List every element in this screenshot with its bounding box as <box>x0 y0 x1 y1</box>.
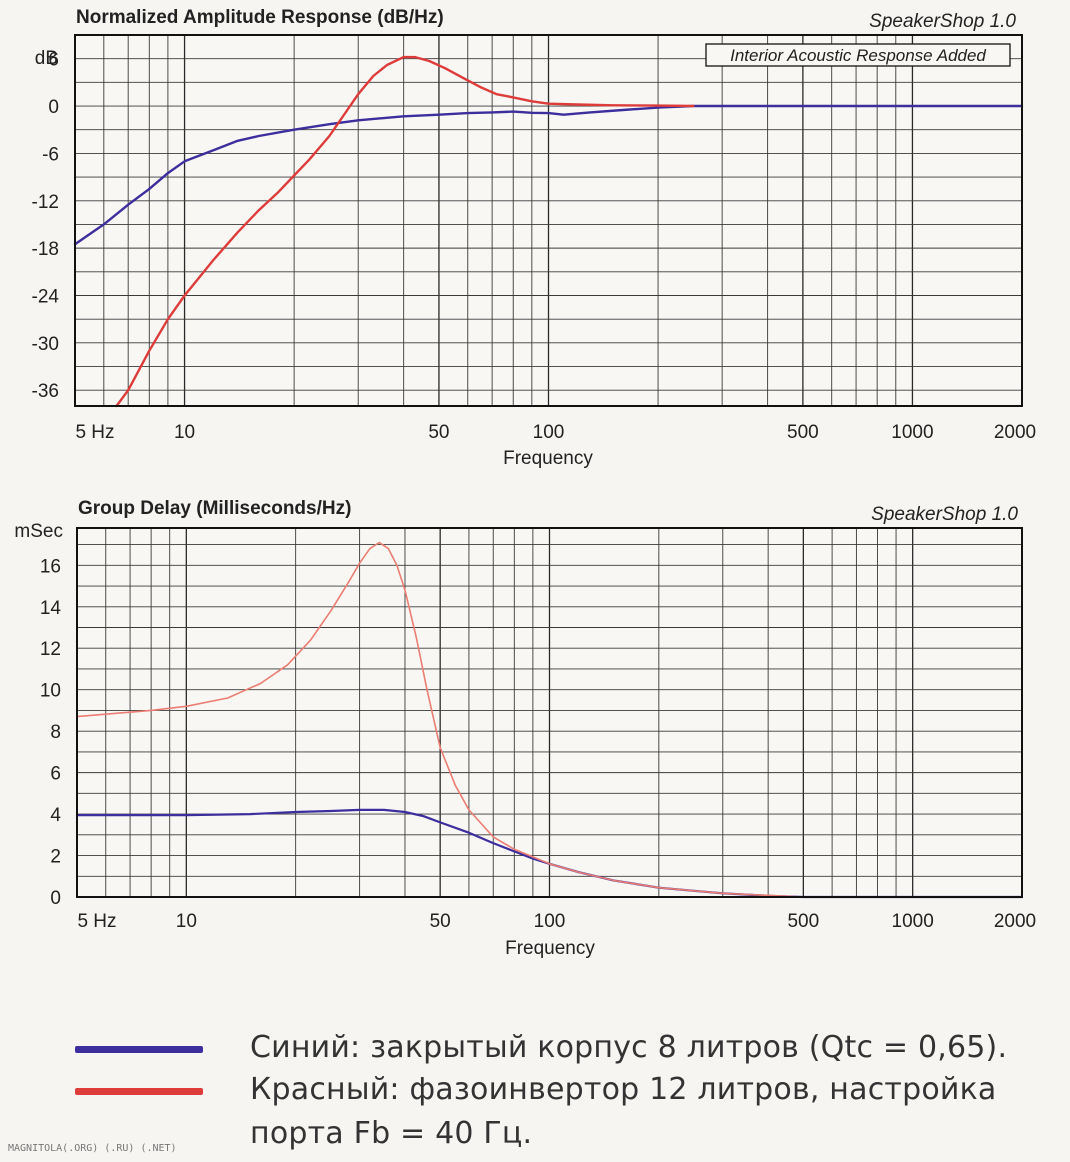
amplitude-y-tick-label: -12 <box>32 192 59 213</box>
amplitude-y-tick-label: -18 <box>32 239 59 260</box>
amplitude-y-tick-label: -24 <box>32 286 60 307</box>
amplitude-x-tick-label: 5 Hz <box>75 422 114 443</box>
group-delay-series-red_light <box>76 541 805 898</box>
group-delay-x-tick-label: 50 <box>430 911 451 932</box>
amplitude-y-axis-unit: dB <box>35 48 58 69</box>
group-delay-series <box>75 541 1024 899</box>
amplitude-x-tick-label: 1000 <box>891 422 933 443</box>
group-delay-y-axis-unit: mSec <box>14 521 63 542</box>
amplitude-x-axis-label: Frequency <box>503 448 593 469</box>
amplitude-y-tick-label: 0 <box>48 97 59 118</box>
group-delay-plot-frame <box>76 527 1023 898</box>
group-delay-y-tick-label: 6 <box>50 764 61 785</box>
amplitude-grid <box>75 35 1022 406</box>
group-delay-y-ticks: 16 14 12 10 8 6 4 2 0 <box>40 556 62 909</box>
amplitude-x-tick-label: 100 <box>533 422 565 443</box>
group-delay-y-tick-label: 10 <box>40 681 61 702</box>
group-delay-x-tick-label: 500 <box>787 911 819 932</box>
group-delay-y-tick-label: 12 <box>40 639 61 660</box>
group-delay-chart: Group Delay (Milliseconds/Hz) SpeakerSho… <box>14 498 1036 959</box>
footer-watermark-text: MAGNITOLA(.ORG) (.RU) (.NET) <box>8 1143 177 1154</box>
legend-label-blue: Синий: закрытый корпус 8 литров (Qtc = 0… <box>250 1030 1008 1065</box>
amplitude-chart-title: Normalized Amplitude Response (dB/Hz) <box>76 7 444 28</box>
group-delay-chart-brand: SpeakerShop 1.0 <box>871 504 1018 525</box>
charts-canvas: Normalized Amplitude Response (dB/Hz) Sp… <box>14 7 1037 959</box>
amplitude-plot-frame <box>74 34 1023 407</box>
amplitude-series-blue <box>73 104 1024 246</box>
amplitude-x-tick-label: 500 <box>787 422 819 443</box>
group-delay-x-tick-label: 1000 <box>892 911 934 932</box>
group-delay-x-tick-label: 10 <box>176 911 197 932</box>
amplitude-x-tick-label: 10 <box>174 422 195 443</box>
group-delay-y-tick-label: 16 <box>40 556 61 577</box>
legend-swatch-red <box>75 1088 203 1095</box>
amplitude-y-ticks: 6 0 -6 -12 -18 -24 -30 -36 <box>32 50 60 403</box>
amplitude-y-tick-label: -36 <box>32 381 59 402</box>
group-delay-y-tick-label: 2 <box>50 847 61 868</box>
amplitude-y-tick-label: -6 <box>42 144 59 165</box>
amplitude-x-ticks: 5 Hz 10 50 100 500 1000 2000 <box>75 422 1036 443</box>
group-delay-x-axis-label: Frequency <box>505 938 595 959</box>
group-delay-y-tick-label: 0 <box>50 888 61 909</box>
group-delay-x-tick-label: 5 Hz <box>77 911 116 932</box>
amplitude-annotation-text: Interior Acoustic Response Added <box>730 46 986 65</box>
amplitude-series <box>73 55 1024 408</box>
legend-label-red-line1: Красный: фазоинвертор 12 литров, настрой… <box>250 1072 997 1107</box>
group-delay-x-tick-label: 2000 <box>994 911 1036 932</box>
group-delay-y-tick-label: 8 <box>50 722 61 743</box>
group-delay-y-tick-label: 4 <box>50 805 61 826</box>
amplitude-response-chart: Normalized Amplitude Response (dB/Hz) Sp… <box>32 7 1037 469</box>
group-delay-x-ticks: 5 Hz 10 50 100 500 1000 2000 <box>77 911 1036 932</box>
legend: Синий: закрытый корпус 8 литров (Qtc = 0… <box>0 1020 1070 1162</box>
group-delay-grid <box>77 528 1022 897</box>
amplitude-series-red <box>115 55 695 408</box>
amplitude-annotation-box: Interior Acoustic Response Added <box>705 43 1011 67</box>
group-delay-chart-title: Group Delay (Milliseconds/Hz) <box>78 498 351 519</box>
amplitude-y-tick-label: -30 <box>32 334 59 355</box>
amplitude-chart-brand: SpeakerShop 1.0 <box>869 11 1016 32</box>
amplitude-x-tick-label: 2000 <box>994 422 1036 443</box>
legend-label-red-line2: порта Fb = 40 Гц. <box>250 1116 533 1151</box>
amplitude-y-tick-label: 6 <box>48 50 59 71</box>
group-delay-y-tick-label: 14 <box>40 598 62 619</box>
legend-swatch-blue <box>75 1046 203 1053</box>
amplitude-x-tick-label: 50 <box>428 422 449 443</box>
group-delay-x-tick-label: 100 <box>534 911 566 932</box>
